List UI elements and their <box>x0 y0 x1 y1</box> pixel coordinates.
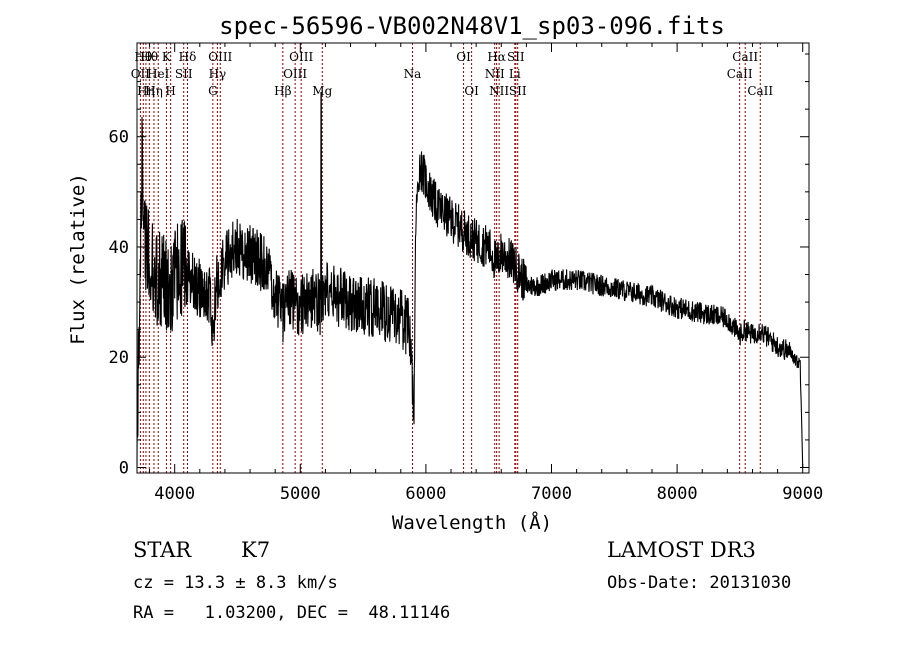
line-marker-label: Hη <box>145 84 163 98</box>
line-marker-label: Li <box>509 67 521 81</box>
y-tick-label: 60 <box>109 128 129 148</box>
line-marker-label: SII <box>175 67 193 81</box>
chart-title: spec-56596-VB002N48V1_sp03-096.fits <box>219 12 725 40</box>
line-marker-label: SII <box>509 84 527 98</box>
x-axis-ticks: 4000 5000 6000 7000 8000 9000 <box>149 43 823 504</box>
plot-frame <box>136 42 810 474</box>
y-tick-label: 40 <box>109 238 129 258</box>
y-axis-label: Flux (relative) <box>67 173 89 345</box>
line-marker-label: Hβ <box>274 84 291 98</box>
line-marker-label: K <box>162 50 172 64</box>
line-marker-label: Mg <box>312 84 332 98</box>
x-tick-label: 9000 <box>782 484 823 504</box>
line-marker-label: OII <box>131 67 151 81</box>
coordinates-text: RA = 1.03200, DEC = 48.11146 <box>133 603 451 623</box>
line-marker-label: OI <box>456 50 471 64</box>
y-tick-label: 0 <box>119 458 129 478</box>
line-marker-label: OIII <box>283 67 307 81</box>
x-tick-label: 7000 <box>531 484 572 504</box>
line-marker-label: OI <box>464 84 479 98</box>
line-marker-label: OIII <box>208 50 232 64</box>
line-marker-label: G <box>208 84 218 98</box>
line-marker-label: CaII <box>727 67 753 81</box>
x-tick-label: 6000 <box>405 484 446 504</box>
line-marker-label: OIII <box>289 50 313 64</box>
redshift-text: cz = 13.3 ± 8.3 km/s <box>133 573 338 593</box>
x-tick-label: 8000 <box>657 484 698 504</box>
line-marker-label: Hη <box>137 84 155 98</box>
observation-date: Obs-Date: 20131030 <box>607 573 792 593</box>
line-marker-label: NII <box>489 84 509 98</box>
line-marker-label: Hα <box>487 50 506 64</box>
line-marker-label: Hδ <box>179 50 197 64</box>
x-tick-label: 4000 <box>154 484 195 504</box>
line-marker-label: Na <box>404 67 422 81</box>
line-marker-label: HeI <box>147 67 170 81</box>
line-marker-label: Hγ <box>209 67 227 81</box>
x-axis-label: Wavelength (Å) <box>392 511 552 534</box>
object-subclass: K7 <box>241 538 271 562</box>
line-marker-label: CaII <box>732 50 758 64</box>
line-marker-label: NII <box>485 67 505 81</box>
y-axis-ticks: 0 20 40 60 <box>109 53 809 478</box>
survey-name: LAMOST DR3 <box>607 538 756 562</box>
line-marker-label: H <box>165 84 175 98</box>
line-marker-labels: OIIHθHηHθHηHeIKHSIIHδGHγOIIIHβOIIIOIIIMg… <box>131 50 774 98</box>
x-tick-label: 5000 <box>280 484 321 504</box>
spectrum-line <box>136 92 804 468</box>
line-marker-label: Hθ <box>134 50 152 64</box>
y-tick-label: 20 <box>109 348 129 368</box>
line-marker-label: Hθ <box>140 50 158 64</box>
line-marker-label: CaII <box>747 84 773 98</box>
object-class: STAR <box>133 538 192 562</box>
line-marker-label: SII <box>507 50 525 64</box>
